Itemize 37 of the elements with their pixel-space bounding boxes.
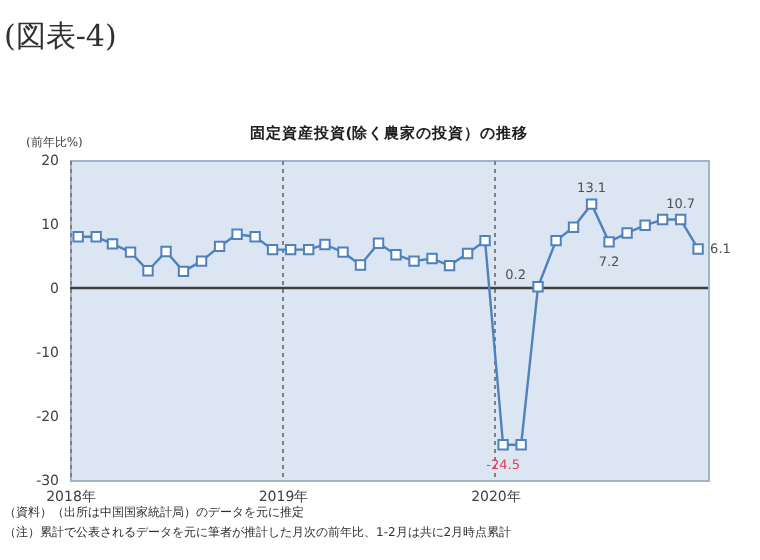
point	[266, 243, 279, 256]
point	[479, 234, 491, 247]
point	[461, 247, 474, 260]
point	[674, 213, 687, 226]
point	[532, 281, 544, 293]
point	[72, 231, 84, 243]
point	[656, 213, 669, 226]
point	[354, 259, 367, 271]
point	[567, 221, 580, 233]
text: (図表-4)	[4, 18, 117, 54]
point	[213, 240, 226, 253]
point	[639, 219, 651, 231]
point	[426, 252, 438, 265]
point	[177, 265, 190, 278]
point	[408, 255, 420, 267]
point	[302, 243, 315, 256]
point	[160, 245, 172, 258]
point	[106, 238, 119, 250]
point	[319, 238, 331, 251]
point	[124, 246, 137, 258]
point	[603, 236, 615, 248]
point	[515, 439, 527, 451]
point	[284, 243, 297, 256]
point	[692, 243, 704, 255]
point	[621, 227, 633, 239]
point	[497, 439, 509, 451]
point	[585, 198, 598, 210]
point	[390, 249, 402, 261]
point	[195, 255, 208, 267]
point	[443, 259, 456, 272]
point	[337, 246, 349, 258]
point	[372, 237, 385, 249]
point	[249, 231, 261, 243]
point	[231, 228, 243, 240]
point	[142, 265, 154, 277]
point	[90, 231, 102, 243]
point	[550, 234, 562, 247]
